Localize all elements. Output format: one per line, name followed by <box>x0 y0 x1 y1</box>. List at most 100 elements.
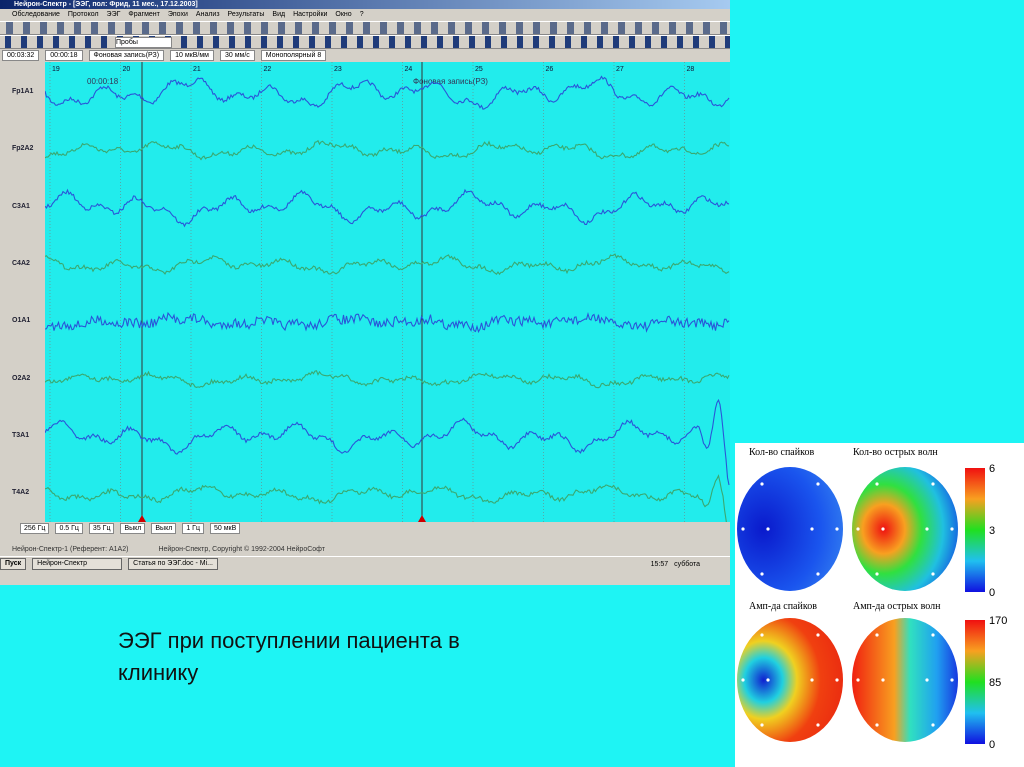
electrode <box>810 678 814 682</box>
info-field: Монополярный 8 <box>260 50 327 61</box>
filter-field: Выкл <box>120 523 146 534</box>
electrode <box>875 723 879 727</box>
electrode <box>760 482 764 486</box>
time-mark: 23 <box>334 66 342 73</box>
electrode <box>741 678 745 682</box>
channel-label: C4A2 <box>12 259 30 267</box>
map-title: Кол-во острых волн <box>853 447 938 458</box>
electrode <box>760 633 764 637</box>
eeg-trace <box>45 398 730 486</box>
eeg-trace <box>45 188 730 228</box>
channel-label: Fp2A2 <box>12 145 34 153</box>
menu-item[interactable]: Настройки <box>293 11 328 18</box>
probe-select[interactable]: Пробы <box>115 37 172 48</box>
filter-field: 50 мкВ <box>209 523 241 534</box>
electrode <box>835 678 839 682</box>
channel-label: T4A2 <box>12 489 30 497</box>
menu-item[interactable]: ЭЭГ <box>106 11 121 18</box>
electrode <box>931 633 935 637</box>
scale-tick: 170 <box>989 615 1007 627</box>
channel-label: O2A2 <box>12 374 31 382</box>
electrode <box>741 527 745 531</box>
electrode <box>881 678 885 682</box>
electrode <box>875 572 879 576</box>
channel-label: O1A1 <box>12 317 31 325</box>
electrode <box>856 678 860 682</box>
time-mark: 24 <box>405 66 413 73</box>
time-mark: 22 <box>264 66 272 73</box>
electrode <box>875 482 879 486</box>
marker <box>138 515 146 522</box>
toolbar <box>0 21 730 35</box>
electrode <box>810 527 814 531</box>
channel-label: Fp1A1 <box>12 88 34 95</box>
time-mark: 26 <box>546 66 554 73</box>
menu-item[interactable]: Результаты <box>227 11 265 18</box>
menu-item[interactable]: Фрагмент <box>128 11 160 18</box>
channel-labels: Fp1A1 Fp2A2 C3A1 C4A2 O1A1 O2A2 T3A1 T4A2 <box>0 62 46 522</box>
status-bar: Нейрон-Спектр-1 (Референт: А1А2) Нейрон-С… <box>0 545 742 555</box>
status-text: Нейрон-Спектр-1 (Референт: А1А2) <box>12 546 129 553</box>
filter-bar: 256 Гц 0.5 Гц 35 Гц Выкл Выкл 1 Гц 50 мкВ <box>0 523 750 535</box>
time-mark: 20 <box>123 66 131 73</box>
electrode <box>760 723 764 727</box>
head-map <box>852 467 958 591</box>
annotation: Фоновая запись(РЗ) <box>413 77 488 86</box>
start-button[interactable]: Пуск <box>0 558 27 570</box>
filter-field: 0.5 Гц <box>55 523 83 534</box>
head-map <box>737 467 843 591</box>
electrode <box>931 723 935 727</box>
menu-item[interactable]: Анализ <box>195 11 220 18</box>
time-mark: 21 <box>193 66 201 73</box>
toolbar <box>0 35 730 49</box>
eeg-trace <box>45 370 730 389</box>
info-bar: 00:03:32 00:00:18 Фоновая запись(РЗ) 10 мкВ… <box>0 50 732 62</box>
colorbar <box>965 468 985 592</box>
eeg-trace <box>45 139 730 161</box>
info-field: 00:03:32 <box>2 50 40 61</box>
eeg-trace <box>45 474 727 522</box>
time-mark: 19 <box>52 66 60 73</box>
electrode <box>766 678 770 682</box>
menu-item[interactable]: Обследование <box>12 11 60 18</box>
electrode <box>760 572 764 576</box>
electrode <box>931 482 935 486</box>
menu-item[interactable]: Окно <box>335 11 352 18</box>
taskbar: Пуск Нейрон-Спектр Статья по ЭЭГ.doc - Mi.… <box>0 556 730 571</box>
marker <box>418 515 426 522</box>
time-mark: 28 <box>687 66 695 73</box>
eeg-trace <box>45 253 730 276</box>
electrode <box>950 678 954 682</box>
menu-item[interactable]: Протокол <box>67 11 99 18</box>
eeg-plot: 19 20 21 22 23 24 25 26 27 28 Фоновая запись(РЗ) 00… <box>45 62 730 522</box>
head-map <box>852 618 958 742</box>
task-button[interactable]: Статья по ЭЭГ.doc - Mi... <box>128 558 219 570</box>
info-field: 30 мм/с <box>219 50 255 61</box>
electrode <box>925 527 929 531</box>
menu-item[interactable]: Вид <box>272 11 286 18</box>
scale-tick: 0 <box>989 587 995 599</box>
eeg-trace <box>45 311 730 334</box>
eeg-trace <box>45 75 730 110</box>
info-field: 00:00:18 <box>45 50 83 61</box>
info-field: Фоновая запись(РЗ) <box>88 50 165 61</box>
electrode <box>950 527 954 531</box>
colorbar <box>965 620 985 744</box>
scale-tick: 0 <box>989 739 995 751</box>
menu-item[interactable]: ? <box>359 11 364 18</box>
electrode <box>816 633 820 637</box>
electrode <box>816 572 820 576</box>
electrode <box>925 678 929 682</box>
status-text: Нейрон-Спектр, Copyright © 1992-2004 Ней… <box>158 546 325 553</box>
task-button[interactable]: Нейрон-Спектр <box>32 558 123 570</box>
electrode <box>766 527 770 531</box>
menu-bar: Обследование Протокол ЭЭГ Фрагмент Эпохи Анал… <box>0 9 364 20</box>
cursor-time: 00:00:18 <box>87 77 119 86</box>
electrode <box>835 527 839 531</box>
channel-label: T3A1 <box>12 431 30 439</box>
title-bar: Нейрон-Спектр - [ЭЭГ, пол: Фрид, 11 мес.… <box>0 0 730 9</box>
day: суббота <box>674 560 700 568</box>
menu-item[interactable]: Эпохи <box>167 11 188 18</box>
electrode <box>875 633 879 637</box>
filter-field: 256 Гц <box>20 523 50 534</box>
